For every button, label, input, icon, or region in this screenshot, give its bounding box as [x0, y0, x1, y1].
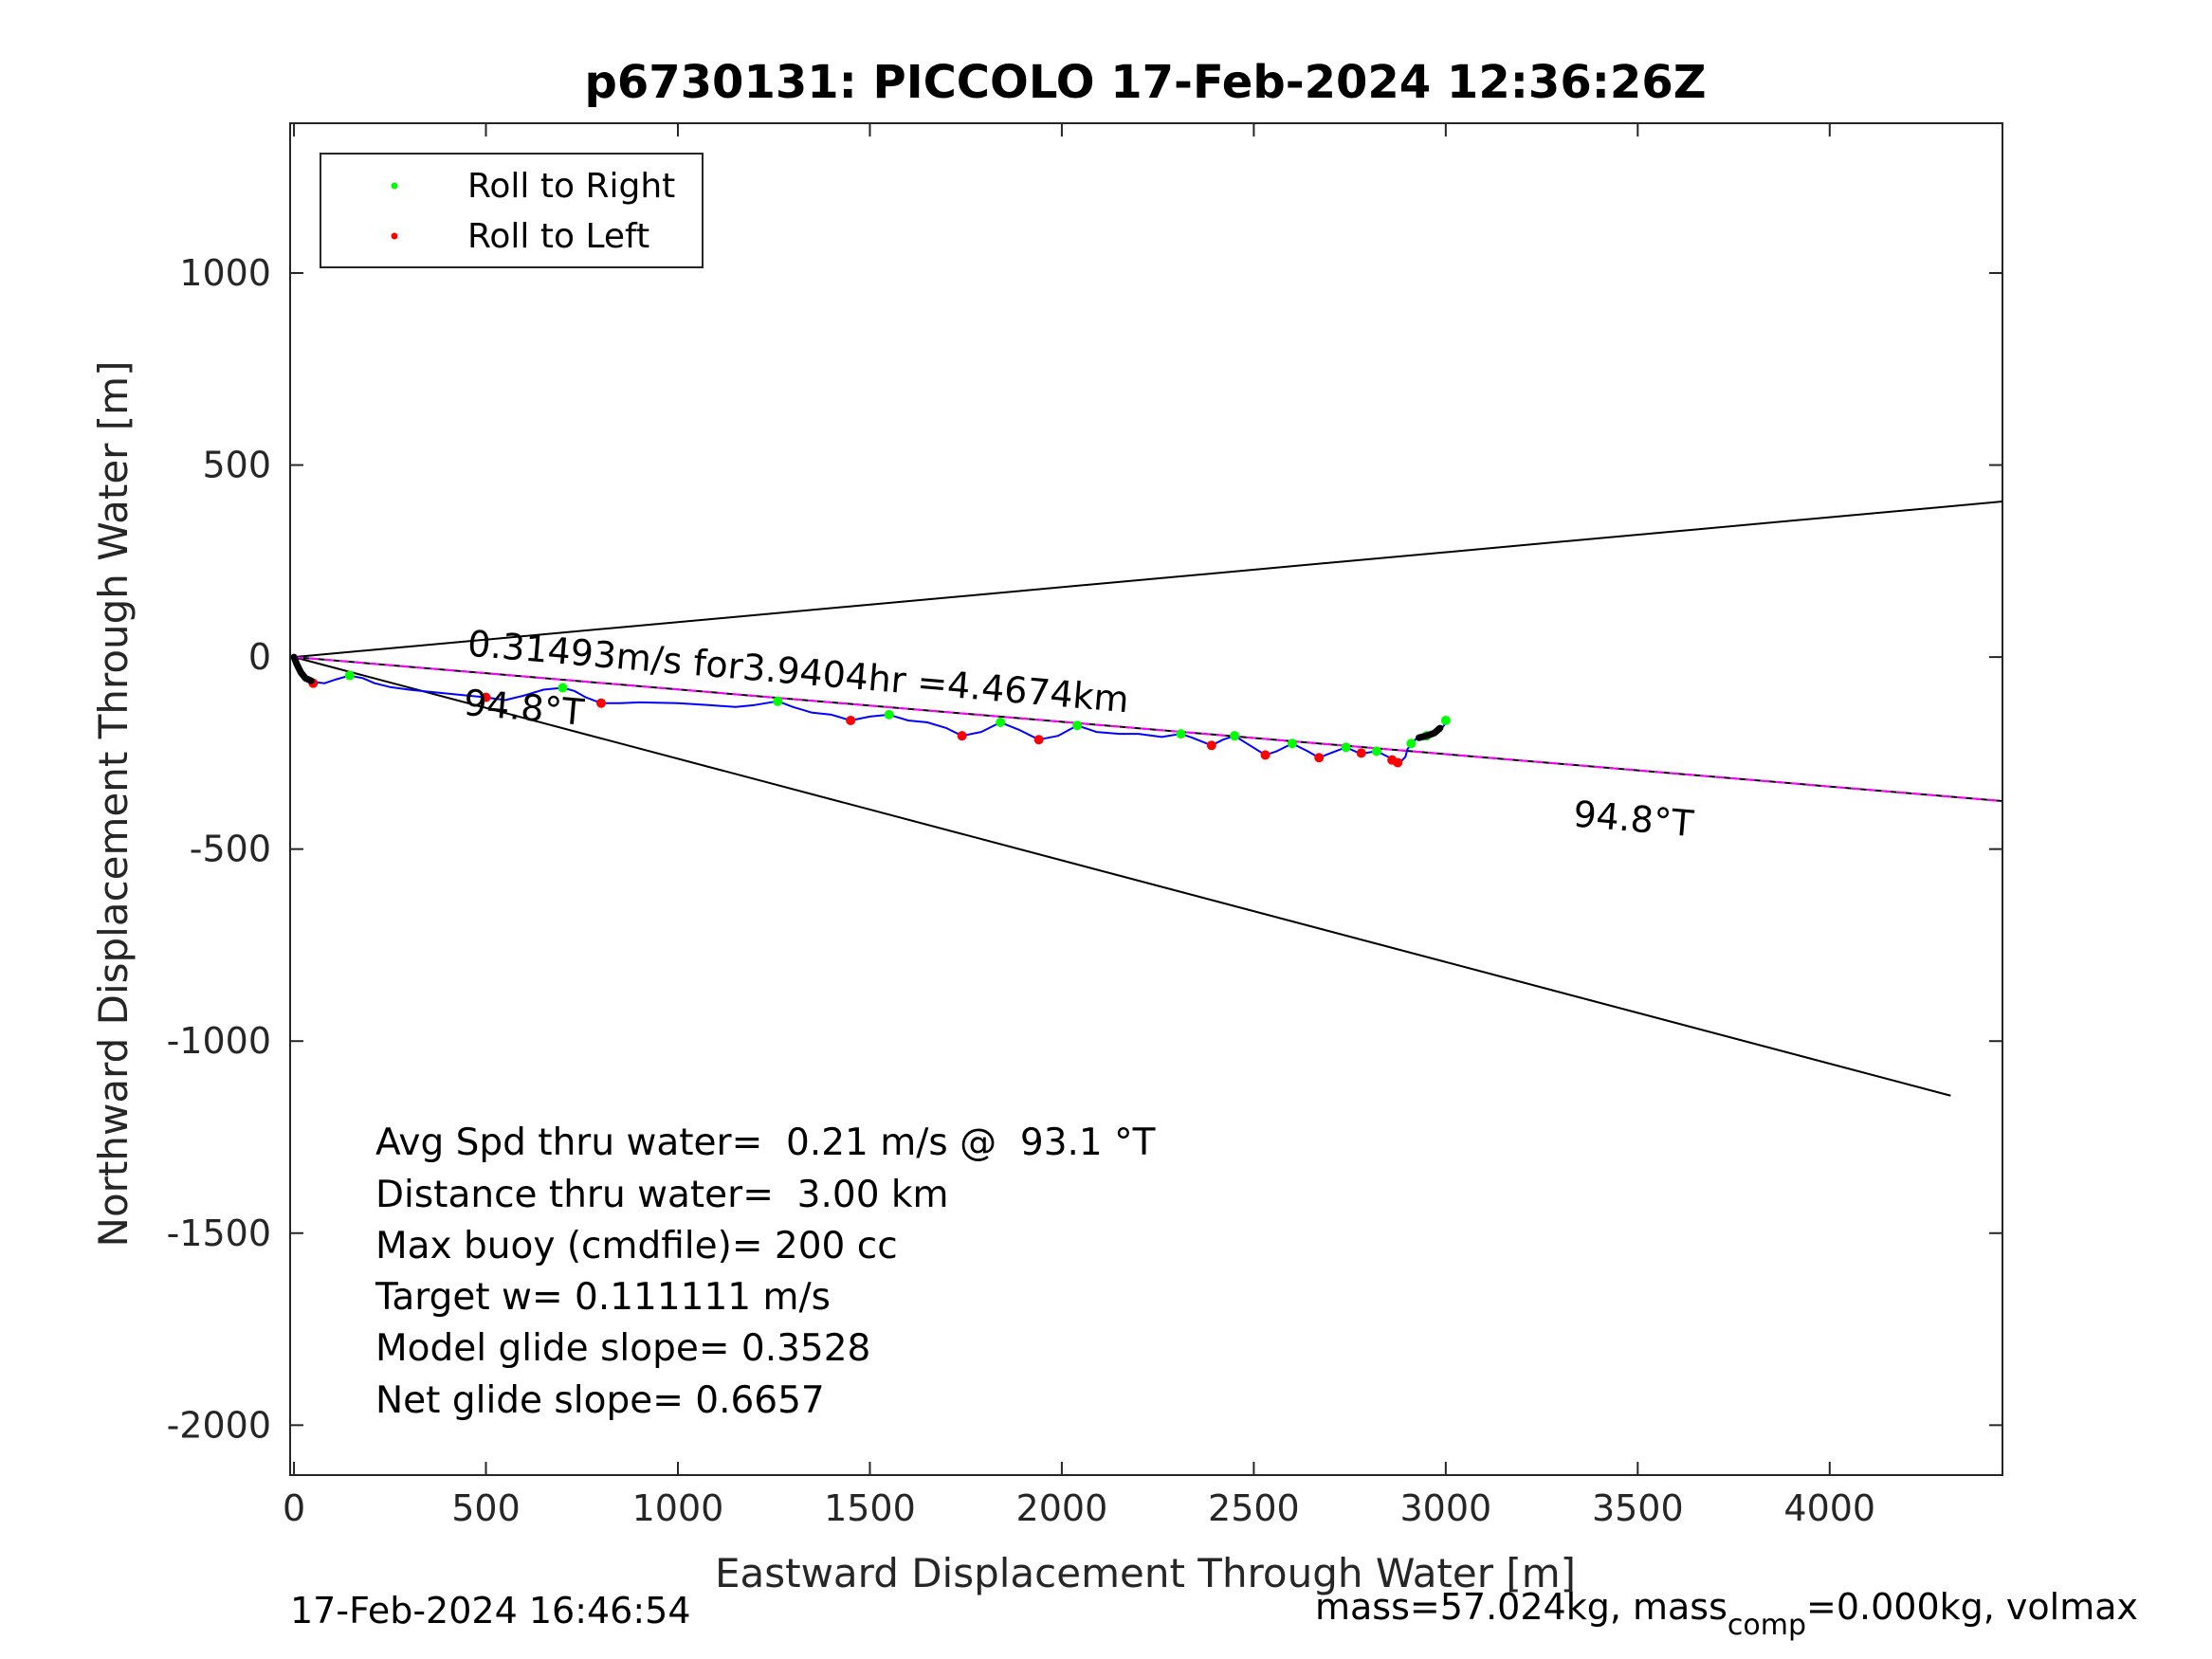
y-axis-label: Northward Displacement Through Water [m]: [90, 361, 137, 1248]
chart-annotation: 94.8°T: [462, 682, 586, 734]
legend-marker-roll-left: [391, 232, 398, 240]
y-tick-label: 0: [248, 636, 271, 678]
x-tick-label: 500: [451, 1487, 521, 1529]
roll-left-point: [1356, 748, 1366, 758]
roll-right-point: [1406, 738, 1417, 749]
legend-label-roll-right: Roll to Right: [467, 167, 675, 206]
mass-suffix: =0.000kg, volmax: [1806, 1586, 2138, 1628]
roll-right-point: [1072, 720, 1083, 731]
roll-right-point: [773, 696, 783, 706]
x-tick-label: 4000: [1783, 1487, 1875, 1529]
reference-line: [293, 656, 1951, 1097]
legend-label-roll-left: Roll to Left: [467, 217, 649, 256]
y-tick-label: -1500: [167, 1212, 271, 1254]
roll-right-point: [884, 709, 894, 720]
roll-right-point: [344, 670, 355, 681]
legend-marker-roll-right: [391, 182, 398, 190]
trajectory-segment: [1416, 724, 1444, 741]
roll-left-point: [481, 692, 491, 702]
roll-left-point: [595, 698, 606, 708]
mass-subscript: comp: [1728, 1609, 1806, 1642]
x-tick-label: 0: [283, 1487, 305, 1529]
legend: Roll to Right Roll to Left: [320, 153, 704, 268]
roll-right-point: [1341, 742, 1351, 753]
roll-right-point: [1230, 731, 1240, 741]
roll-left-point: [846, 715, 856, 725]
chart-title: p6730131: PICCOLO 17-Feb-2024 12:36:26Z: [584, 56, 1706, 109]
axis-ticks: 0 500 1000 1500 2000 2500 3000 3500 4000 -2000 -15…: [167, 122, 2003, 1529]
plot-background: [290, 123, 2002, 1475]
reference-line: [293, 501, 2003, 659]
y-tick-label: -1000: [167, 1020, 271, 1062]
stat-line: Net glide slope= 0.6657: [375, 1379, 825, 1422]
roll-right-point: [1371, 746, 1381, 757]
x-tick-label: 2500: [1208, 1487, 1300, 1529]
roll-left-point: [957, 731, 967, 741]
roll-left-point: [1033, 735, 1044, 745]
stat-line: Avg Spd thru water= 0.21 m/s @ 93.1 °T: [375, 1121, 1156, 1164]
trajectory-segment: [290, 653, 315, 684]
roll-left-point: [1314, 753, 1325, 763]
y-tick-label: -2000: [167, 1404, 271, 1446]
footer-timestamp: 17-Feb-2024 16:46:54: [290, 1590, 691, 1632]
roll-left-point: [1206, 740, 1216, 751]
roll-right-point: [1287, 738, 1297, 749]
x-axis-label: Eastward Displacement Through Water [m]: [715, 1550, 1576, 1596]
reference-lines: [293, 501, 2003, 1097]
stat-line: Max buoy (cmdfile)= 200 cc: [375, 1225, 898, 1267]
mass-prefix: mass=57.024kg, mass: [1315, 1586, 1728, 1628]
data-series: [290, 653, 1451, 768]
footer-mass-info: mass=57.024kg, masscomp=0.000kg, volmax: [1315, 1586, 2138, 1642]
roll-right-point: [1440, 715, 1451, 725]
roll-left-point: [1393, 757, 1403, 768]
roll-right-point: [1176, 729, 1186, 739]
x-tick-label: 2000: [1016, 1487, 1108, 1529]
legend-box: [320, 153, 704, 268]
plot-frame: [289, 122, 2003, 1476]
stat-line: Target w= 0.111111 m/s: [375, 1276, 831, 1319]
x-tick-label: 1500: [824, 1487, 916, 1529]
roll-right-point: [996, 717, 1006, 727]
x-tick-label: 3500: [1592, 1487, 1684, 1529]
stat-line: Distance thru water= 3.00 km: [375, 1174, 948, 1216]
x-tick-label: 1000: [632, 1487, 724, 1529]
x-tick-label: 3000: [1399, 1487, 1491, 1529]
y-tick-label: 1000: [179, 252, 271, 294]
roll-right-point: [558, 683, 568, 693]
plot-area: [290, 123, 2002, 1475]
y-tick-label: -500: [190, 829, 271, 870]
chart-annotation: 94.8°T: [1572, 793, 1696, 845]
current-line: [293, 656, 2003, 803]
stat-line: Model glide slope= 0.3528: [375, 1327, 870, 1370]
stats-text-block: Avg Spd thru water= 0.21 m/s @ 93.1 °T D…: [375, 1121, 1156, 1422]
roll-left-point: [1260, 750, 1271, 760]
y-tick-label: 500: [202, 445, 271, 486]
